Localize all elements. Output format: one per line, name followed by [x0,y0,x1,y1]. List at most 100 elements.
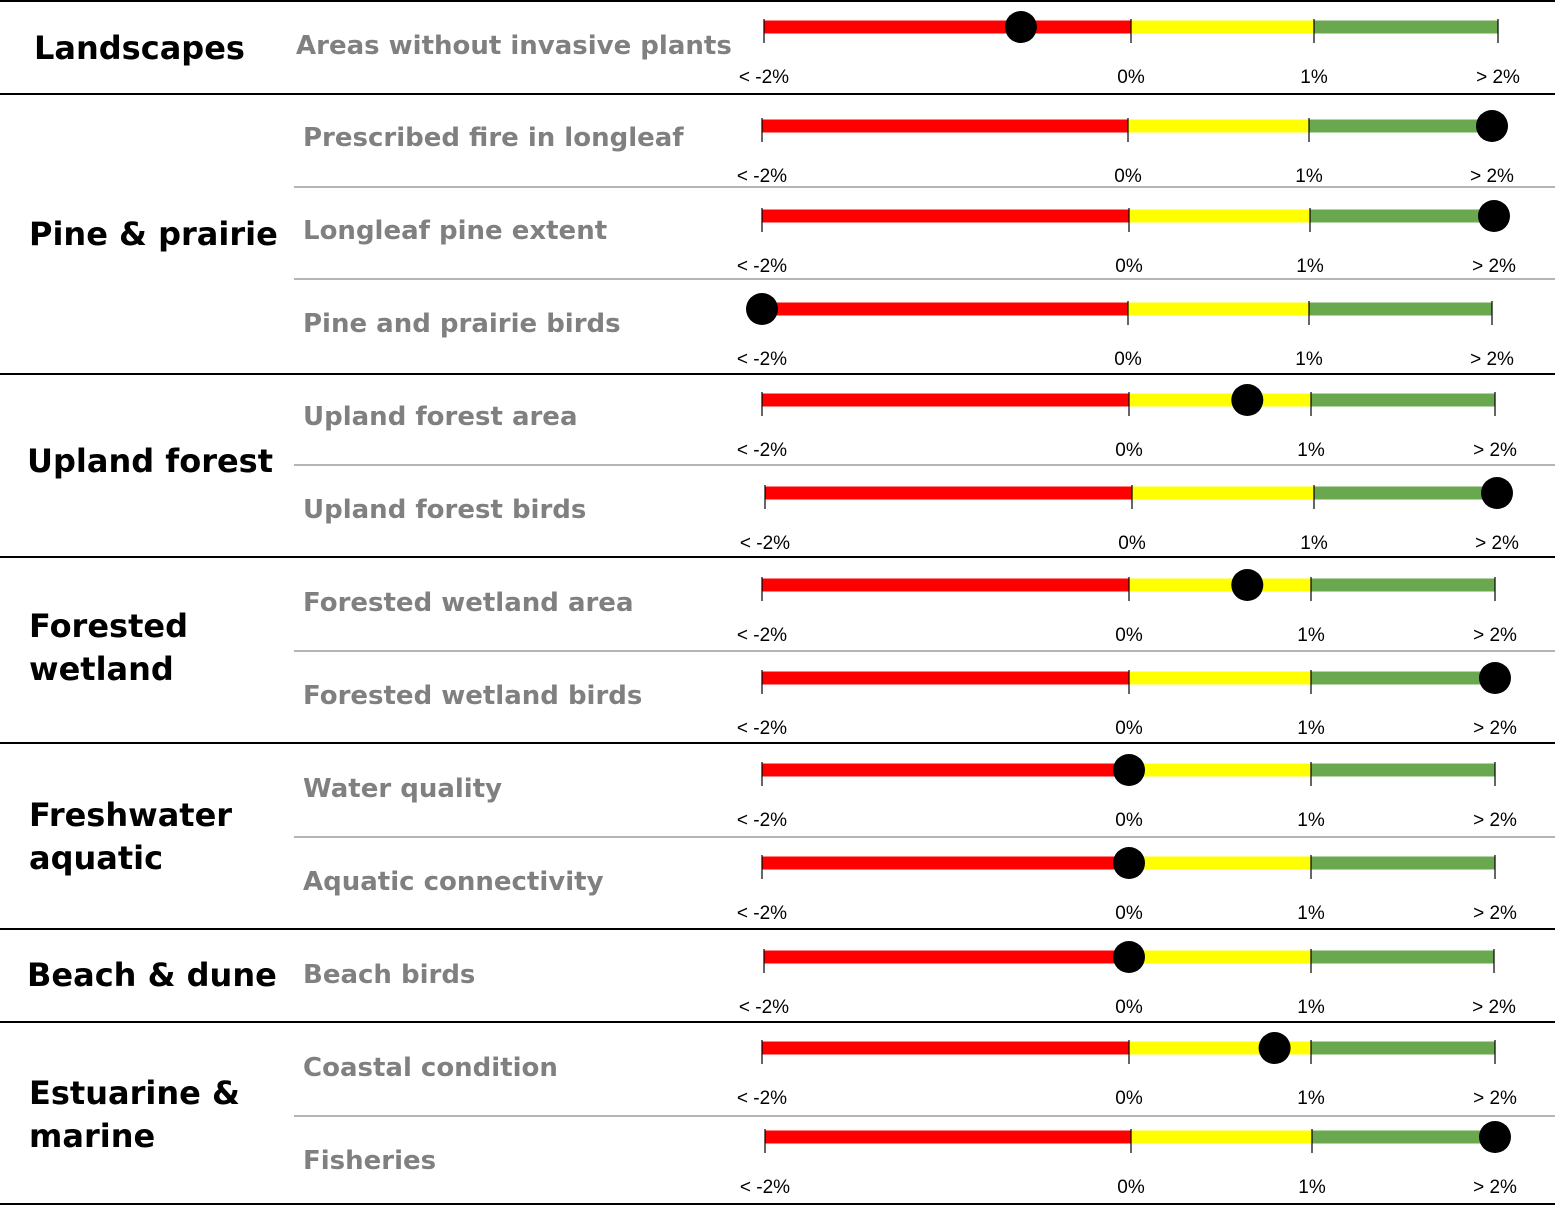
tick-label: 0% [1115,625,1143,646]
group-divider [0,556,1555,558]
value-marker [1113,847,1145,879]
group-divider [0,0,1555,2]
tick-label: 0% [1117,67,1145,88]
tick-label: 1% [1297,718,1325,739]
gauge-segment-green [1314,486,1497,500]
indicator-label: Aquatic connectivity [303,867,604,897]
value-marker [746,293,778,325]
tick-label: 0% [1115,256,1143,277]
tick-label: 1% [1297,903,1325,924]
indicator-label: Upland forest area [303,402,578,432]
group-divider [0,373,1555,375]
gauge-segment-green [1311,578,1495,592]
indicator-label: Forested wetland area [303,588,634,618]
value-marker [1113,941,1145,973]
gauge-segment-red [764,20,1131,34]
tick-label: < -2% [740,1177,790,1198]
tick-label: 0% [1115,718,1143,739]
gauge-segment-yellow [1129,950,1311,964]
group-label-beach-dune: Beach & dune [27,956,277,994]
group-divider [0,1203,1555,1205]
tick-label: > 2% [1472,256,1516,277]
gauge-segment-red [765,1130,1131,1144]
tick-label: > 2% [1470,166,1514,187]
tick-label: 1% [1297,1088,1325,1109]
tick-label: < -2% [737,166,787,187]
gauge-segment-yellow [1128,119,1309,133]
gauge-segment-green [1311,671,1495,685]
tick-label: 0% [1118,533,1146,554]
tick-label: > 2% [1470,349,1514,370]
row-divider [294,650,1555,652]
group-divider [0,742,1555,744]
gauge-segment-yellow [1129,763,1311,777]
tick-label: < -2% [739,997,789,1018]
gauge-segment-yellow [1132,486,1314,500]
tick-label: 0% [1115,810,1143,831]
gauge-segment-red [762,763,1129,777]
tick-label: 1% [1300,533,1328,554]
gauge-segment-red [762,209,1129,223]
tick-label: > 2% [1473,625,1517,646]
gauge-segment-green [1312,1130,1495,1144]
gauge-segment-green [1309,302,1492,316]
tick-label: < -2% [737,440,787,461]
tick-label: < -2% [737,349,787,370]
tick-label: > 2% [1473,1088,1517,1109]
tick-label: > 2% [1473,903,1517,924]
indicator-label: Fisheries [303,1146,437,1176]
value-marker [1479,662,1511,694]
group-divider [0,928,1555,930]
tick-label: > 2% [1473,440,1517,461]
group-label-forested-wetland: Forested wetland [29,607,188,688]
row-divider [294,464,1555,466]
value-marker [1478,200,1510,232]
tick-label: 1% [1296,256,1324,277]
tick-label: < -2% [737,718,787,739]
tick-label: > 2% [1475,533,1519,554]
gauge-segment-green [1314,20,1498,34]
gauge-segment-green [1311,763,1495,777]
tick-label: 1% [1295,166,1323,187]
gauge-segment-yellow [1128,302,1309,316]
value-marker [1479,1121,1511,1153]
tick-label: > 2% [1473,1177,1517,1198]
gauge-segment-red [762,1041,1129,1055]
indicator-label: Beach birds [303,960,476,990]
row-divider [294,278,1555,280]
tick-label: < -2% [737,256,787,277]
tick-label: < -2% [740,533,790,554]
tick-label: 1% [1297,997,1325,1018]
tick-label: 1% [1295,349,1323,370]
value-marker [1113,754,1145,786]
gauge-segment-green [1310,209,1494,223]
tick-label: 1% [1300,67,1328,88]
tick-label: 0% [1115,997,1143,1018]
tick-label: 0% [1114,349,1142,370]
tick-label: > 2% [1473,718,1517,739]
value-marker [1476,110,1508,142]
indicator-label: Upland forest birds [303,495,587,525]
group-label-pine-prairie: Pine & prairie [29,215,278,253]
gauge-segment-red [762,302,1128,316]
gauge-segment-red [765,486,1132,500]
tick-label: < -2% [737,1088,787,1109]
gauge-segment-red [762,393,1129,407]
gauge-segment-yellow [1131,20,1314,34]
tick-label: < -2% [737,625,787,646]
group-divider [0,93,1555,95]
gauge-segment-red [762,578,1129,592]
group-label-freshwater-aquatic: Freshwater aquatic [29,796,233,877]
indicator-label: Longleaf pine extent [303,216,608,246]
gauge-segment-red [762,856,1129,870]
gauge-segment-yellow [1129,856,1311,870]
value-marker [1258,1032,1291,1064]
tick-label: > 2% [1472,997,1516,1018]
tick-label: > 2% [1476,67,1520,88]
gauge-segment-yellow [1131,1130,1312,1144]
gauge-segment-red [762,671,1129,685]
indicator-label: Water quality [303,774,503,804]
row-divider [294,1115,1555,1117]
indicator-label: Coastal condition [303,1053,558,1083]
